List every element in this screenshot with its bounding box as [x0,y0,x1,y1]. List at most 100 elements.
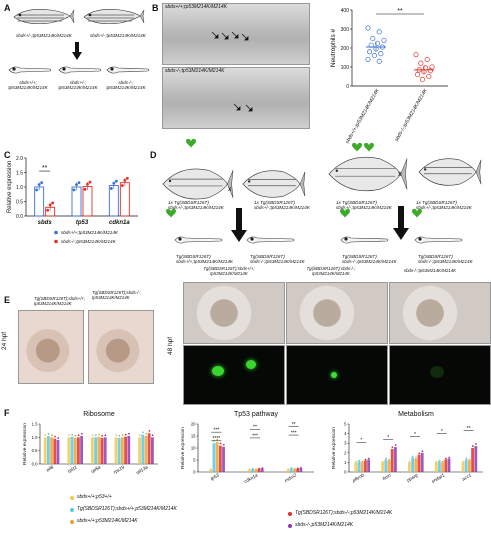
data-point [424,56,430,62]
bar [71,186,82,217]
d-right-offspring-left: Tg(SBDSR126T) sbds-/-;tp53M214K/M214K [342,254,397,265]
e24-a-label: Tg(SBDSR126T);sbds+/+; tp53M214K/M214K [34,296,86,307]
y-tick-label: 0 [344,470,347,475]
data-point [35,188,39,192]
y-axis-label: Relative expression [7,161,13,213]
y-tick-label: 1.0 [16,185,23,191]
bar [464,459,468,472]
data-point [88,180,92,184]
bar [144,436,148,464]
tp53-pathway-bar-chart: Tp53 pathway 0 5 10 15 20 Relative expression t… [180,411,314,484]
data-point [222,443,225,446]
data-point [367,457,370,460]
micrograph-mutant-label: sbds-/-;tp53M214K/M214K [165,68,225,74]
neutrophil-scatter-chart: 0 100 200 300 400 Neutrophils # sbds+/+;tp53M2… [330,8,448,145]
significance-label: *** [291,430,297,436]
y-axis-label: Neutrophils # [330,28,337,67]
y-axis-label: Relative expression [331,427,337,469]
bar [447,458,451,472]
bar [384,459,388,472]
y-tick-label: 0 [193,470,196,475]
bar [80,436,83,464]
data-point [138,434,141,437]
fish-left-b-eye [248,180,251,183]
heart-left-a [186,138,196,148]
d-left-parent-right: 1x Tg(SBDSR126T) sbds+/-;tp53M214K/M214K [254,200,310,211]
bar [438,461,441,472]
larva-1 [8,66,52,74]
bar [53,438,57,464]
embryo-48hpf-gfp-b [286,345,388,405]
data-point [391,446,394,449]
bar [420,452,424,472]
y-tick-label: 2 [344,450,347,455]
data-point [114,179,118,183]
bar [444,459,448,472]
d-left-offspring-left: Tg(SBDSR126T) sbds+/+;tp53M214K/M214K [176,254,233,265]
significance-label: * [360,438,362,444]
x-category-label: pparg [405,472,419,483]
y-tick-label: 1.5 [32,422,38,427]
bar [209,469,213,472]
bar [70,436,74,464]
data-point [419,76,425,82]
fish-left-b-stripes [247,179,296,187]
heart-left-offspring [166,208,176,218]
significance-label: ** [467,426,471,432]
larva-right-a-eye [344,237,348,241]
data-point [381,460,384,463]
bar [411,457,414,472]
data-point [445,457,447,460]
x-category-label: tp53 [210,472,221,481]
data-point [365,25,371,31]
bar [121,437,124,464]
offspring-3-genotype: sbds-/-; tp53M214K/M214K [106,80,146,91]
x-category-label: sbds-/-;tp53M214K/M214K [394,87,429,142]
bar [100,437,104,464]
data-point [415,72,421,78]
legend-label: sbds+/+;p53M214K/M214K [77,518,138,524]
bar [381,462,384,472]
x-category-label: cdkn1a [243,472,259,484]
data-point [74,434,77,437]
x-category-label: srebp1 [431,472,446,484]
data-point [408,460,411,463]
significance-label: *** [252,433,258,439]
data-point [438,459,441,462]
data-point [71,433,74,436]
data-point [124,433,127,436]
data-point [465,457,468,460]
data-point [118,434,121,437]
data-point [51,201,55,205]
x-category-label: rps19 [113,464,126,474]
y-tick-label: 1 [344,460,347,465]
fish-right-a [328,156,402,192]
neutrophil-arrows-bottom [233,103,253,112]
data-point [121,434,124,437]
heart-right-b [364,142,374,152]
heart-right-offspring-a [340,208,350,218]
data-point [47,432,50,435]
bar [408,462,411,472]
y-tick-label: 300 [341,27,350,33]
offspring-1-genotype: sbds+/+; tp53M214K/M214K [8,80,48,91]
bar [364,460,367,472]
neutrophil-arrows-top [211,31,249,41]
x-category-label: sbds+/+;tp53M214K/M214K [345,87,382,144]
bar [94,437,97,464]
data-point [46,208,50,212]
data-point [57,437,60,439]
x-category-label: rpl11 [67,464,78,473]
data-point [68,434,70,437]
legend-swatch [288,512,292,516]
legend-swatch [54,239,58,244]
data-point [142,431,144,434]
y-tick-label: 400 [341,8,350,14]
bar [91,437,94,464]
larva-right-b [414,236,463,244]
cross-scheme-d [162,138,482,244]
data-point [248,468,251,471]
data-point [40,181,44,185]
bar [73,437,77,464]
